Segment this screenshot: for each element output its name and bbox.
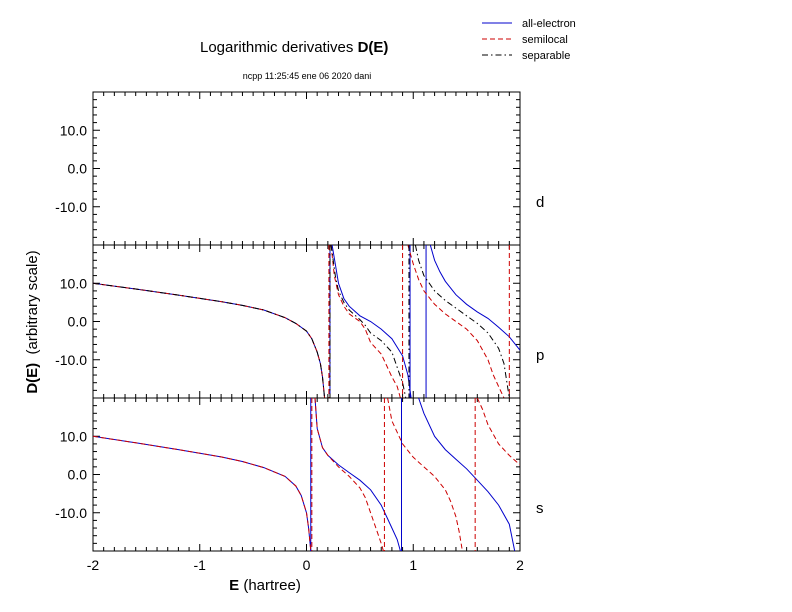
- x-tick-label: -1: [194, 557, 207, 573]
- y-tick-label: -10.0: [55, 505, 87, 521]
- panel-label: s: [536, 500, 544, 517]
- x-tick-label: -2: [87, 557, 100, 573]
- panel-label: p: [536, 347, 544, 364]
- series-separable: [93, 245, 510, 398]
- chart-title-bold: D(E): [358, 39, 389, 56]
- panel-s: 10.0 0.0 -10.0 s: [55, 397, 544, 552]
- y-tick-label: 10.0: [60, 275, 87, 291]
- panel-series: [93, 398, 520, 551]
- series-line: [93, 435, 312, 551]
- series-line: [407, 245, 505, 398]
- series-line: [429, 245, 520, 351]
- series-line: [331, 245, 412, 398]
- series-line: [414, 245, 510, 398]
- y-tick-label: -10.0: [55, 199, 87, 215]
- y-tick-label: 10.0: [60, 122, 87, 138]
- series-line: [476, 398, 520, 466]
- y-tick-label: 0.0: [68, 161, 88, 177]
- panel-series: [93, 245, 520, 398]
- x-tick-label: 0: [303, 557, 311, 573]
- chart-title-prefix: Logarithmic derivatives: [200, 39, 358, 56]
- panel-frame: [92, 91, 521, 246]
- series-line: [93, 282, 326, 398]
- legend-label: separable: [522, 50, 570, 62]
- chart-subtitle: ncpp 11:25:45 ene 06 2020 dani: [243, 71, 371, 81]
- series-line: [314, 398, 401, 551]
- y-tick-label: 0.0: [68, 467, 88, 483]
- series-all-electron: [93, 398, 516, 551]
- series-line: [93, 282, 326, 398]
- y-tick-label: 10.0: [60, 428, 87, 444]
- panel-frame: [92, 397, 521, 552]
- y-axis-label-rest: (arbitrary scale): [24, 250, 41, 363]
- legend: all-electron semilocal separable: [482, 18, 576, 62]
- plot-panels: 10.0 0.0 -10.0 d 10.0 0.0 -10.0 p 10.0 0.0 -10.0 s -…: [55, 91, 544, 573]
- x-tick-label: 1: [409, 557, 417, 573]
- series-line: [314, 398, 384, 551]
- series-line: [93, 282, 326, 398]
- y-tick-label: -10.0: [55, 352, 87, 368]
- series-line: [330, 245, 407, 398]
- x-tick-label: 2: [516, 557, 524, 573]
- legend-label: semilocal: [522, 34, 568, 46]
- x-axis-label: E (hartree): [229, 577, 301, 594]
- chart-title: Logarithmic derivatives D(E): [200, 39, 388, 56]
- legend-label: all-electron: [522, 18, 576, 30]
- series-all-electron: [93, 245, 520, 398]
- series-line: [330, 245, 401, 398]
- series-semilocal: [93, 398, 520, 551]
- series-line: [387, 398, 463, 551]
- series-line: [418, 398, 516, 551]
- panel-label: d: [536, 194, 544, 211]
- panel-p: 10.0 0.0 -10.0 p: [55, 244, 544, 399]
- x-axis-label-bold: E: [229, 577, 239, 594]
- x-axis-label-rest: (hartree): [239, 577, 301, 594]
- series-semilocal: [93, 245, 510, 398]
- y-axis-label-bold: D(E): [24, 363, 41, 394]
- y-axis-label: D(E) (arbitrary scale): [24, 250, 41, 393]
- y-tick-label: 0.0: [68, 314, 88, 330]
- panel-d: 10.0 0.0 -10.0 d: [55, 91, 544, 246]
- series-line: [93, 435, 312, 551]
- panel-frame: [92, 244, 521, 399]
